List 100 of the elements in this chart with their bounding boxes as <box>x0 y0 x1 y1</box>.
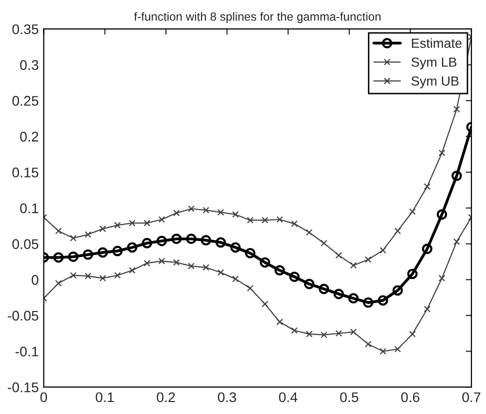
point <box>335 252 342 259</box>
y-tick-label: -0.15 <box>8 382 38 392</box>
point <box>84 272 92 280</box>
point <box>217 269 224 276</box>
chart-title: f-function with 8 splines for the gamma-function <box>134 12 381 24</box>
point <box>246 284 254 292</box>
y-tick-label: 0.15 <box>12 168 38 178</box>
point <box>82 249 94 260</box>
point <box>171 234 182 244</box>
point <box>362 297 374 308</box>
y-tick-label: 0 <box>32 274 38 285</box>
point <box>216 237 226 248</box>
point <box>364 340 372 348</box>
point <box>274 265 285 276</box>
point <box>260 257 270 268</box>
y-tick-label: -0.05 <box>8 310 38 321</box>
point <box>68 252 78 262</box>
point <box>320 240 328 246</box>
point <box>453 106 460 113</box>
point <box>156 236 167 246</box>
y-tick-label: 0.25 <box>12 96 38 106</box>
legend-label: Sym LB <box>411 57 456 70</box>
point <box>407 268 418 280</box>
point <box>173 259 180 266</box>
x-tick-label: 0.2 <box>156 392 175 402</box>
legend-label: Estimate <box>412 38 462 48</box>
x-tick-label: 0.1 <box>96 392 114 402</box>
point <box>246 216 254 224</box>
point <box>99 274 106 282</box>
point <box>320 331 328 338</box>
point <box>306 229 313 236</box>
point <box>350 328 357 336</box>
point <box>70 272 77 279</box>
point <box>394 228 402 234</box>
point <box>202 206 210 214</box>
x-tick-label: 0.7 <box>462 392 480 402</box>
point <box>244 248 256 258</box>
legend-label: Sym UB <box>411 76 459 88</box>
y-tick-label: 0.1 <box>20 203 38 214</box>
point <box>276 216 284 223</box>
point <box>114 222 121 229</box>
point <box>424 183 431 190</box>
point <box>114 272 121 279</box>
point <box>232 211 239 218</box>
point <box>217 209 224 216</box>
x-tick-label: 0.6 <box>401 392 420 402</box>
point <box>380 348 386 355</box>
point <box>438 274 446 282</box>
point <box>188 205 195 212</box>
y-tick-label: -0.1 <box>16 346 38 356</box>
point <box>424 306 431 312</box>
y-tick-label: 0.2 <box>20 132 38 142</box>
point <box>304 278 314 290</box>
y-tick-label: 0.05 <box>12 239 38 250</box>
point <box>289 272 300 282</box>
point <box>230 242 241 253</box>
y-tick-label: 0.35 <box>12 24 38 34</box>
point <box>232 276 239 282</box>
point <box>158 258 166 264</box>
point <box>188 262 195 270</box>
point <box>438 150 446 156</box>
point <box>173 210 180 216</box>
point <box>186 234 196 244</box>
point <box>202 264 210 271</box>
point <box>350 262 357 269</box>
point <box>98 247 108 258</box>
point <box>126 242 138 253</box>
point <box>291 327 298 334</box>
point <box>262 216 268 224</box>
point <box>144 220 150 226</box>
point <box>334 288 344 300</box>
point <box>53 252 64 263</box>
point <box>394 346 402 352</box>
point <box>142 238 152 248</box>
point <box>451 170 462 182</box>
x-tick-label: 0.4 <box>279 392 298 402</box>
point <box>291 220 298 228</box>
point <box>436 209 448 220</box>
x-tick-label: 0.3 <box>218 392 236 402</box>
point <box>200 235 212 246</box>
point <box>306 330 313 338</box>
point <box>422 244 432 254</box>
point <box>112 246 123 256</box>
point <box>453 238 460 246</box>
point <box>70 234 77 242</box>
point <box>409 330 416 338</box>
x-tick-label: 0.5 <box>340 392 358 402</box>
point <box>409 208 416 215</box>
point <box>318 284 330 294</box>
point <box>378 295 388 306</box>
x-tick-label: 0 <box>40 392 48 402</box>
point <box>380 246 386 254</box>
point <box>128 220 136 226</box>
point <box>99 225 106 232</box>
point <box>262 300 268 308</box>
point <box>392 285 403 296</box>
point <box>55 280 62 287</box>
point <box>348 293 359 304</box>
point <box>128 267 136 274</box>
point <box>84 231 92 238</box>
